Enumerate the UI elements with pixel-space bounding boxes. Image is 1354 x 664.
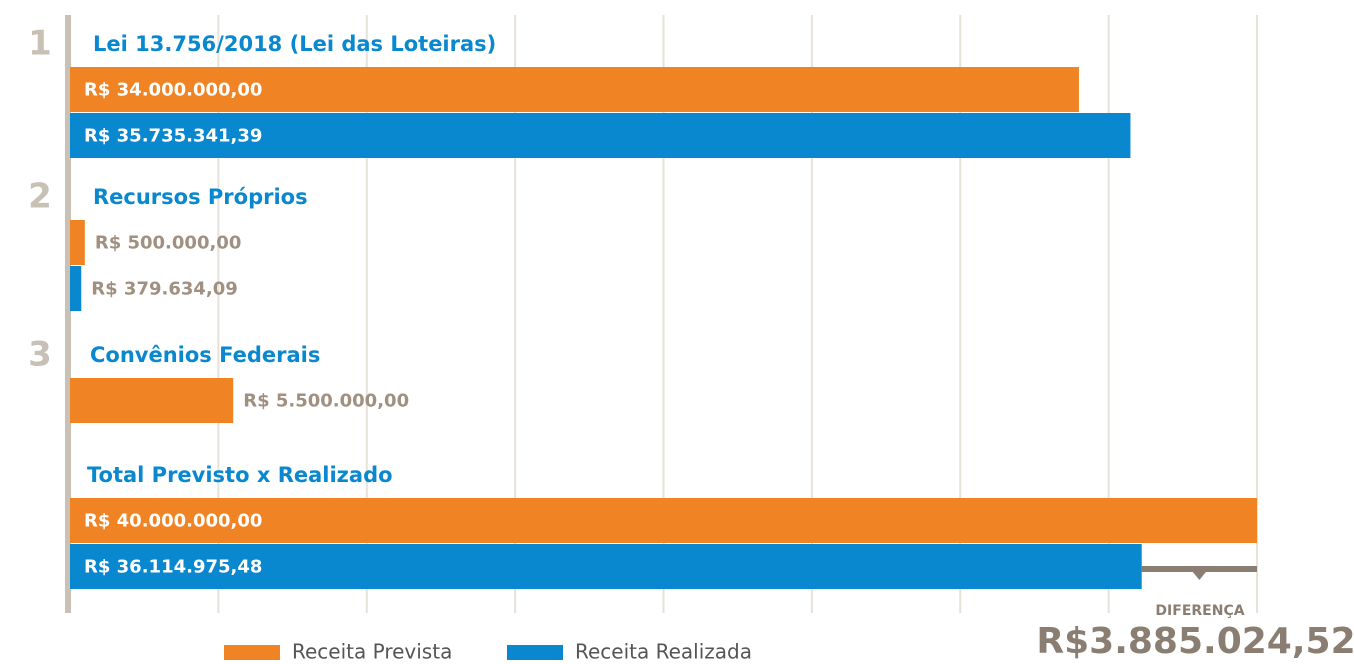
difference-label: DIFERENÇA	[1155, 603, 1244, 619]
value-label: R$ 34.000.000,00	[84, 80, 262, 101]
bracket-pointer	[1190, 569, 1209, 580]
legend-label: Receita Prevista	[292, 640, 452, 664]
group-title: Total Previsto x Realizado	[87, 463, 393, 487]
bar	[70, 67, 1079, 112]
group-title: Convênios Federais	[90, 343, 320, 367]
group-title: Lei 13.756/2018 (Lei das Loteiras)	[93, 32, 496, 56]
value-label: R$ 5.500.000,00	[243, 391, 409, 412]
bar	[70, 378, 234, 423]
value-label: R$ 500.000,00	[95, 233, 242, 254]
group-title: Recursos Próprios	[93, 185, 308, 209]
bar	[70, 220, 85, 265]
value-label: R$ 36.114.975,48	[84, 557, 262, 578]
legend-swatch	[224, 645, 280, 660]
difference-value: R$3.885.024,52	[1036, 621, 1354, 662]
group-number: 1	[28, 24, 52, 64]
legend-swatch	[507, 645, 563, 660]
bar	[70, 266, 82, 311]
legend-label: Receita Realizada	[575, 640, 752, 664]
bar	[70, 544, 1142, 589]
group-number: 3	[28, 335, 52, 375]
bar	[70, 498, 1257, 543]
value-label: R$ 40.000.000,00	[84, 511, 262, 532]
group-number: 2	[28, 177, 52, 217]
value-label: R$ 35.735.341,39	[84, 126, 262, 147]
value-label: R$ 379.634,09	[91, 279, 238, 300]
bar	[70, 113, 1131, 158]
